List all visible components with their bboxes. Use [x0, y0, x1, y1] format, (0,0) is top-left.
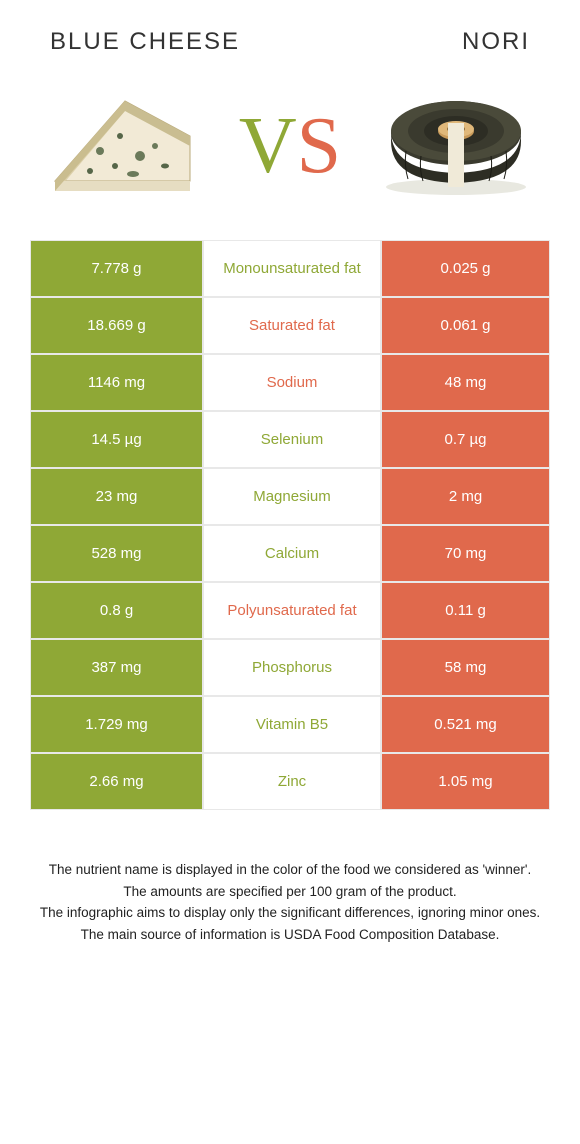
nutrient-name-cell: Polyunsaturated fat	[203, 582, 381, 639]
nutrient-name-cell: Calcium	[203, 525, 381, 582]
nutrient-name-cell: Selenium	[203, 411, 381, 468]
table-row: 14.5 µgSelenium0.7 µg	[30, 411, 550, 468]
table-row: 1146 mgSodium48 mg	[30, 354, 550, 411]
right-value-cell: 0.11 g	[381, 582, 550, 639]
left-value-cell: 387 mg	[30, 639, 203, 696]
table-row: 2.66 mgZinc1.05 mg	[30, 753, 550, 810]
table-row: 7.778 gMonounsaturated fat0.025 g	[30, 240, 550, 297]
right-value-cell: 0.521 mg	[381, 696, 550, 753]
table-row: 387 mgPhosphorus58 mg	[30, 639, 550, 696]
nutrient-name-cell: Zinc	[203, 753, 381, 810]
right-value-cell: 1.05 mg	[381, 753, 550, 810]
footnote-block: The nutrient name is displayed in the co…	[0, 810, 580, 944]
left-value-cell: 0.8 g	[30, 582, 203, 639]
left-food-title: Blue Cheese	[50, 28, 240, 56]
images-row: VS	[0, 56, 580, 240]
left-value-cell: 18.669 g	[30, 297, 203, 354]
footnote-line-2: The amounts are specified per 100 gram o…	[20, 882, 560, 902]
footnote-line-1: The nutrient name is displayed in the co…	[20, 860, 560, 880]
vs-s-letter: S	[297, 101, 342, 192]
header-row: Blue Cheese Nori	[0, 0, 580, 56]
left-value-cell: 1146 mg	[30, 354, 203, 411]
nutrient-name-cell: Phosphorus	[203, 639, 381, 696]
right-food-title: Nori	[462, 28, 530, 56]
footnote-line-3: The infographic aims to display only the…	[20, 903, 560, 923]
comparison-table: 7.778 gMonounsaturated fat0.025 g18.669 …	[30, 240, 550, 810]
blue-cheese-icon	[42, 76, 207, 216]
right-value-cell: 2 mg	[381, 468, 550, 525]
table-row: 18.669 gSaturated fat0.061 g	[30, 297, 550, 354]
right-value-cell: 0.061 g	[381, 297, 550, 354]
left-value-cell: 528 mg	[30, 525, 203, 582]
table-row: 528 mgCalcium70 mg	[30, 525, 550, 582]
left-value-cell: 2.66 mg	[30, 753, 203, 810]
right-value-cell: 0.7 µg	[381, 411, 550, 468]
left-value-cell: 1.729 mg	[30, 696, 203, 753]
right-value-cell: 70 mg	[381, 525, 550, 582]
right-value-cell: 0.025 g	[381, 240, 550, 297]
table-row: 1.729 mgVitamin B50.521 mg	[30, 696, 550, 753]
nutrient-name-cell: Sodium	[203, 354, 381, 411]
left-value-cell: 7.778 g	[30, 240, 203, 297]
table-row: 0.8 gPolyunsaturated fat0.11 g	[30, 582, 550, 639]
footnote-line-4: The main source of information is USDA F…	[20, 925, 560, 945]
right-value-cell: 58 mg	[381, 639, 550, 696]
nutrient-name-cell: Saturated fat	[203, 297, 381, 354]
left-value-cell: 14.5 µg	[30, 411, 203, 468]
vs-label: VS	[239, 101, 341, 192]
nori-icon	[373, 76, 538, 216]
left-value-cell: 23 mg	[30, 468, 203, 525]
right-value-cell: 48 mg	[381, 354, 550, 411]
nutrient-name-cell: Monounsaturated fat	[203, 240, 381, 297]
table-row: 23 mgMagnesium2 mg	[30, 468, 550, 525]
vs-v-letter: V	[239, 101, 297, 192]
nutrient-name-cell: Magnesium	[203, 468, 381, 525]
nutrient-name-cell: Vitamin B5	[203, 696, 381, 753]
